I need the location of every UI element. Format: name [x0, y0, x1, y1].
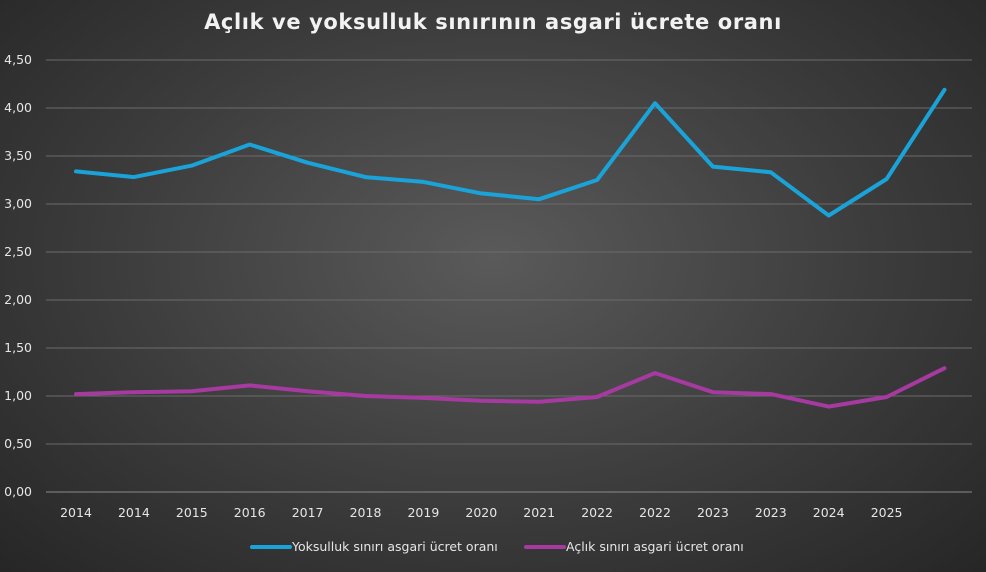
x-tick-label: 2016 — [234, 505, 266, 520]
gridlines — [46, 59, 972, 493]
x-tick-label: 2022 — [639, 505, 671, 520]
y-tick-label: 3,50 — [4, 148, 32, 163]
y-tick-label: 4,00 — [4, 100, 32, 115]
y-tick-label: 2,50 — [4, 244, 32, 259]
legend-label: Yoksulluk sınırı asgari ücret oranı — [291, 539, 498, 554]
chart-title: Açlık ve yoksulluk sınırının asgari ücre… — [204, 10, 782, 34]
x-tick-label: 2020 — [465, 505, 497, 520]
x-tick-label: 2014 — [60, 505, 92, 520]
y-tick-label: 3,00 — [4, 196, 32, 211]
y-tick-label: 1,50 — [4, 340, 32, 355]
series-line-2 — [74, 366, 947, 409]
x-tick-label: 2018 — [350, 505, 382, 520]
x-tick-label: 2023 — [755, 505, 787, 520]
series-line-1 — [74, 87, 947, 218]
x-tick-label: 2025 — [871, 505, 903, 520]
x-tick-label: 2014 — [118, 505, 150, 520]
y-tick-label: 2,00 — [4, 292, 32, 307]
y-axis-ticks: 0,00 0,50 1,00 1,50 2,00 2,50 3,00 3,50 4,00 4,50 — [4, 52, 32, 499]
y-tick-label: 1,00 — [4, 388, 32, 403]
x-axis-ticks: 2014 2014 2015 2016 2017 2018 2019 2020 2021 2022… — [60, 505, 902, 520]
series-lines — [74, 87, 947, 409]
y-tick-label: 0,50 — [4, 436, 32, 451]
y-tick-label: 4,50 — [4, 52, 32, 67]
x-tick-label: 2023 — [697, 505, 729, 520]
legend: Yoksulluk sınırı asgari ücret oranı Açlık… — [250, 539, 744, 554]
y-tick-label: 0,00 — [4, 484, 32, 499]
x-tick-label: 2017 — [292, 505, 324, 520]
legend-label: Açlık sınırı asgari ücret oranı — [566, 539, 744, 554]
x-tick-label: 2021 — [523, 505, 555, 520]
x-tick-label: 2019 — [407, 505, 439, 520]
x-tick-label: 2022 — [581, 505, 613, 520]
x-tick-label: 2024 — [813, 505, 845, 520]
x-tick-label: 2015 — [176, 505, 208, 520]
